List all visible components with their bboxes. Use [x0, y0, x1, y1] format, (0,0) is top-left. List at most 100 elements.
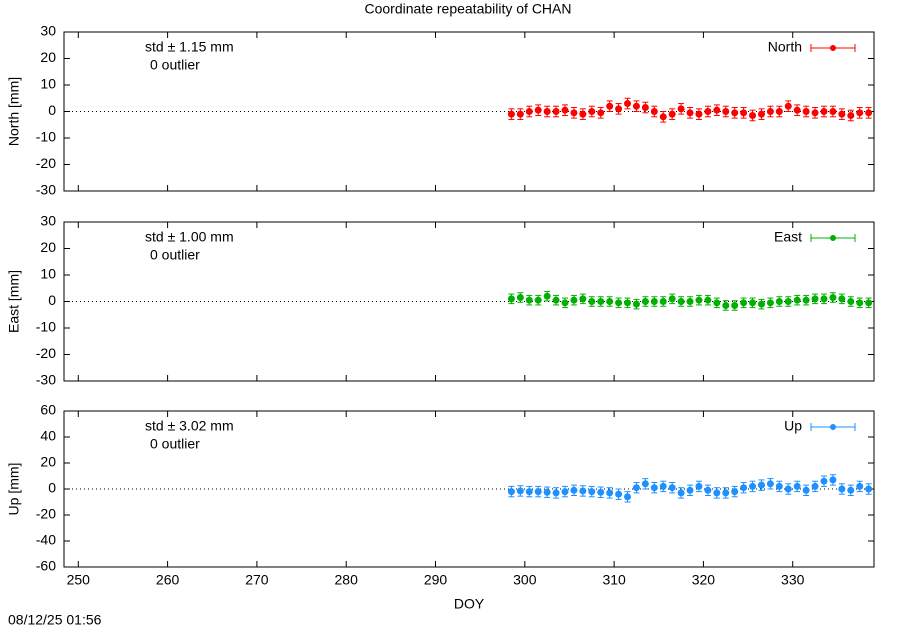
y-tick-label: -20 — [36, 155, 56, 171]
plot-frame — [63, 221, 875, 382]
data-point — [659, 296, 667, 307]
data-point — [641, 296, 649, 307]
data-point — [722, 105, 730, 118]
marker — [552, 108, 560, 115]
marker — [766, 480, 774, 488]
data-point — [802, 484, 810, 496]
data-point — [704, 484, 712, 496]
marker — [624, 493, 632, 501]
data-point — [507, 485, 515, 498]
marker — [847, 486, 855, 494]
y-tick-label: -20 — [36, 345, 56, 361]
marker — [847, 298, 855, 305]
marker — [829, 476, 837, 484]
data-point — [552, 294, 560, 306]
marker — [561, 299, 569, 307]
marker — [588, 298, 596, 305]
marker — [856, 482, 864, 490]
data-point — [856, 480, 864, 493]
marker — [641, 298, 649, 305]
annotation: std ± 3.02 mm — [145, 418, 234, 434]
marker — [722, 489, 730, 497]
marker — [525, 108, 533, 115]
data-point — [570, 107, 578, 119]
marker — [713, 106, 721, 114]
data-point — [740, 107, 748, 119]
marker — [865, 109, 873, 117]
data-point — [704, 294, 712, 306]
data-point — [641, 478, 649, 490]
marker — [704, 296, 712, 304]
data-point — [516, 485, 524, 497]
marker — [632, 102, 640, 110]
data-point — [516, 292, 524, 303]
marker — [677, 298, 685, 305]
marker — [668, 484, 676, 492]
x-tick-label: 260 — [156, 572, 180, 588]
marker — [793, 482, 801, 490]
marker — [722, 301, 730, 309]
data-point — [784, 100, 792, 112]
marker — [677, 105, 685, 113]
data-point — [615, 488, 623, 500]
data-point — [847, 109, 855, 122]
y-tick-label: -10 — [36, 319, 56, 335]
marker — [534, 106, 542, 114]
data-point — [757, 108, 765, 120]
marker — [543, 488, 551, 496]
x-tick-label: 270 — [245, 572, 269, 588]
marker — [561, 106, 569, 114]
data-point — [597, 486, 605, 498]
y-tick-label: 10 — [40, 266, 56, 282]
marker — [740, 299, 748, 307]
data-point — [677, 296, 685, 307]
data-point — [749, 480, 757, 493]
marker — [597, 109, 605, 117]
marker — [784, 485, 792, 493]
marker — [766, 108, 774, 115]
data-point — [704, 105, 712, 118]
data-point — [695, 108, 703, 120]
data-point — [757, 479, 765, 491]
marker — [838, 110, 846, 118]
x-tick-label: 300 — [513, 572, 537, 588]
y-tick-label: 40 — [40, 428, 56, 444]
legend-marker — [830, 235, 836, 241]
data-point — [757, 298, 765, 310]
data-point — [713, 297, 721, 309]
marker — [570, 296, 578, 304]
marker — [597, 488, 605, 496]
data-point — [865, 107, 873, 119]
marker — [632, 484, 640, 492]
marker — [615, 490, 623, 498]
marker — [543, 292, 551, 300]
data-point — [606, 296, 614, 307]
marker — [597, 298, 605, 305]
data-point — [552, 487, 560, 499]
y-tick-label: 10 — [40, 76, 56, 92]
plot-frame — [63, 410, 875, 568]
data-point — [579, 293, 587, 305]
data-point — [650, 296, 658, 307]
marker — [695, 296, 703, 304]
marker — [615, 105, 623, 113]
marker — [507, 110, 515, 118]
data-point — [650, 105, 658, 118]
data-point — [793, 104, 801, 116]
data-point — [606, 100, 614, 112]
marker — [695, 110, 703, 118]
data-point — [659, 480, 667, 493]
data-point — [668, 482, 676, 494]
data-point — [856, 107, 864, 119]
data-point — [802, 294, 810, 306]
marker — [552, 296, 560, 304]
data-point — [677, 487, 685, 499]
data-point — [677, 103, 685, 115]
marker — [802, 108, 810, 115]
data-point — [624, 297, 632, 309]
data-point — [632, 100, 640, 112]
data-point — [597, 107, 605, 119]
data-point — [731, 300, 739, 311]
data-point — [615, 297, 623, 309]
